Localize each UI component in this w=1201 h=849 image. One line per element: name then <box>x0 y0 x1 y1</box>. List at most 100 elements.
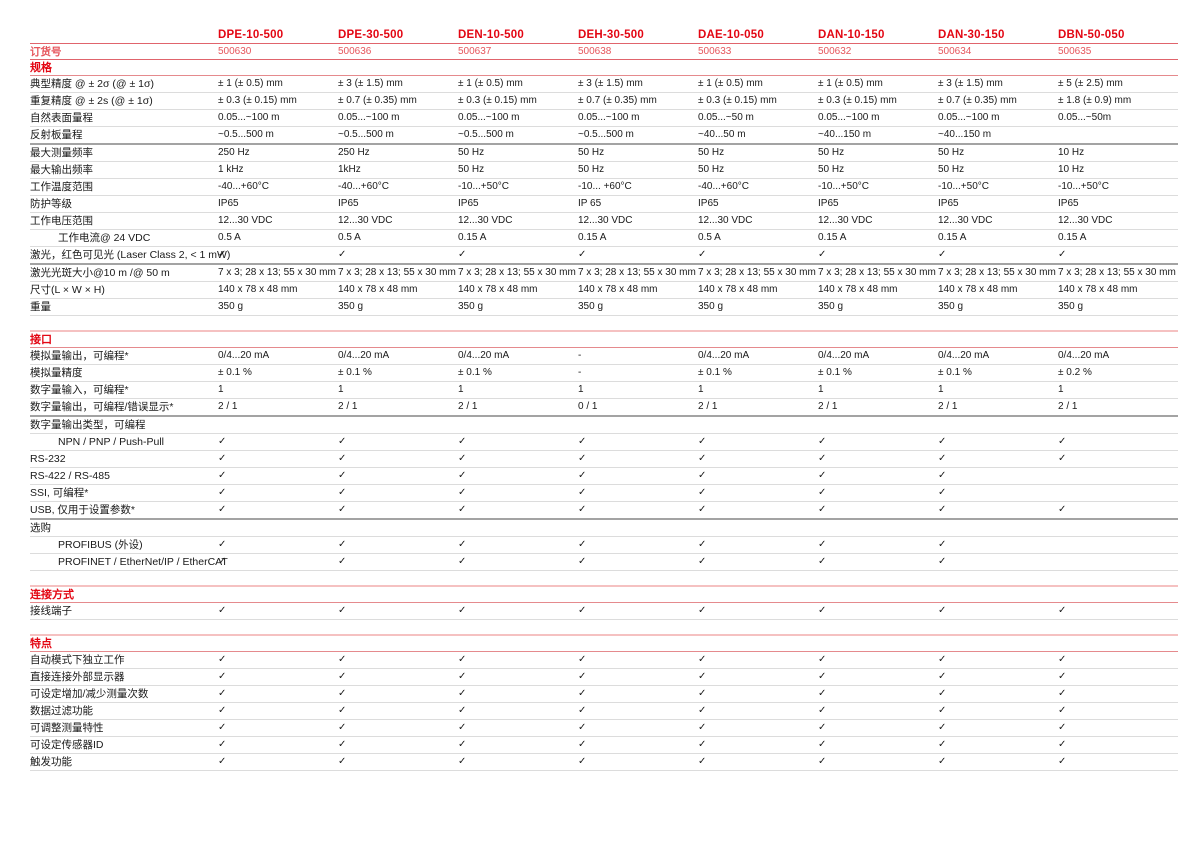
spec-cell: ✓ <box>578 502 698 518</box>
spec-cell: ✓ <box>818 669 938 685</box>
checkmark-icon: ✓ <box>818 487 827 498</box>
checkmark-icon: ✓ <box>338 654 347 665</box>
spec-row: 最大输出频率 1 kHz 1kHz 50 Hz 50 Hz 50 Hz 50 Hz 50 Hz… <box>30 162 1178 179</box>
spec-row: 典型精度 @ ± 2σ (@ ± 1σ) ± 1 (± 0.5) mm ± 3 (±… <box>30 76 1178 93</box>
checkmark-icon: ✓ <box>698 436 707 447</box>
section-title: 连接方式 <box>30 589 74 601</box>
checkmark-icon: ✓ <box>338 722 347 733</box>
checkmark-icon: ✓ <box>938 605 947 616</box>
spec-row: USB, 仅用于设置参数* ✓ ✓ ✓ ✓ ✓ ✓ ✓ ✓ <box>30 502 1178 520</box>
order-number: 500637 <box>458 46 492 57</box>
spec-cell: 140 x 78 x 48 mm <box>698 284 778 295</box>
checkmark-icon: ✓ <box>338 453 347 464</box>
spec-cell: 350 g <box>218 301 244 312</box>
row-label: USB, 仅用于设置参数* <box>30 504 136 516</box>
spec-cell: ✓ <box>938 468 1058 484</box>
spec-cell: - <box>578 367 582 378</box>
spec-cell: ✓ <box>938 703 1058 719</box>
spec-cell: ± 0.1 % <box>338 367 372 378</box>
spec-cell: ✓ <box>938 485 1058 501</box>
spec-cell: 7 x 3; 28 x 13; 55 x 30 mm <box>818 267 936 278</box>
spec-cell: 350 g <box>938 301 964 312</box>
spec-cell: ✓ <box>578 451 698 467</box>
spec-cell: ✓ <box>938 720 1058 736</box>
checkmark-icon: ✓ <box>938 504 947 515</box>
datasheet-page: DPE-10-500 DPE-30-500 DEN-10-500 DEH-30-500… <box>30 28 1178 771</box>
spec-cell: 7 x 3; 28 x 13; 55 x 30 mm <box>1058 267 1176 278</box>
spec-cell: 0/4...20 mA <box>938 350 990 361</box>
spec-cell: ✓ <box>338 554 458 570</box>
spec-cell: 0/4...20 mA <box>458 350 510 361</box>
checkmark-icon: ✓ <box>218 739 227 750</box>
checkmark-icon: ✓ <box>818 504 827 515</box>
spec-cell: ✓ <box>218 737 338 753</box>
spec-cell: 140 x 78 x 48 mm <box>458 284 538 295</box>
checkmark-icon: ✓ <box>338 756 347 767</box>
checkmark-icon: ✓ <box>218 605 227 616</box>
row-label: 防护等级 <box>30 198 72 210</box>
spec-cell: ✓ <box>338 652 458 668</box>
order-number: 500634 <box>938 46 972 57</box>
spec-cell: 50 Hz <box>938 147 965 158</box>
spec-cell: 7 x 3; 28 x 13; 55 x 30 mm <box>458 267 576 278</box>
spec-cell: 50 Hz <box>698 147 725 158</box>
row-label: RS-422 / RS-485 <box>30 470 110 482</box>
spec-cell: ✓ <box>698 686 818 702</box>
order-number-row: 订货号 500630 500636 500637 500638 500633 500632 5… <box>30 44 1178 60</box>
spec-cell: 0.15 A <box>578 232 607 243</box>
checkmark-icon: ✓ <box>578 688 587 699</box>
spec-cell: ✓ <box>938 737 1058 753</box>
spec-cell: ✓ <box>938 451 1058 467</box>
checkmark-icon: ✓ <box>1058 739 1067 750</box>
spec-row: 触发功能 ✓ ✓ ✓ ✓ ✓ ✓ ✓ ✓ <box>30 754 1178 771</box>
spec-cell: 250 Hz <box>218 147 250 158</box>
checkmark-icon: ✓ <box>698 671 707 682</box>
spec-cell: ~0.5...500 m <box>218 129 274 140</box>
spec-cell: 12...30 VDC <box>698 215 753 226</box>
spec-cell: ✓ <box>698 720 818 736</box>
spec-cell: ✓ <box>698 502 818 518</box>
row-label: 工作电流@ 24 VDC <box>58 232 151 244</box>
spec-row: 工作温度范围 -40...+60°C -40...+60°C -10...+50°C -… <box>30 179 1178 196</box>
checkmark-icon: ✓ <box>218 705 227 716</box>
section-title: 特点 <box>30 638 52 650</box>
spec-cell: ± 3 (± 1.5) mm <box>338 78 403 89</box>
spec-cell: 0.15 A <box>818 232 847 243</box>
spec-cell: ✓ <box>458 686 578 702</box>
spec-cell: ✓ <box>218 451 338 467</box>
spec-cell: 2 / 1 <box>938 401 958 412</box>
checkmark-icon: ✓ <box>338 739 347 750</box>
spec-cell: ± 0.3 (± 0.15) mm <box>698 95 777 106</box>
checkmark-icon: ✓ <box>578 539 587 550</box>
checkmark-icon: ✓ <box>458 739 467 750</box>
spec-cell: ✓ <box>938 603 1058 619</box>
spec-cell: ✓ <box>458 754 578 770</box>
checkmark-icon: ✓ <box>218 436 227 447</box>
spec-cell: 350 g <box>338 301 364 312</box>
checkmark-icon: ✓ <box>578 756 587 767</box>
spec-cell: 1 <box>938 384 944 395</box>
row-label: RS-232 <box>30 453 66 465</box>
checkmark-icon: ✓ <box>578 705 587 716</box>
checkmark-icon: ✓ <box>1058 688 1067 699</box>
checkmark-icon: ✓ <box>578 453 587 464</box>
checkmark-icon: ✓ <box>338 539 347 550</box>
column-header: DAE-10-050 <box>698 28 764 41</box>
spec-cell: ✓ <box>938 669 1058 685</box>
spec-row: 可调整测量特性 ✓ ✓ ✓ ✓ ✓ ✓ ✓ ✓ <box>30 720 1178 737</box>
spec-cell: -10...+50°C <box>1058 181 1109 192</box>
spec-cell: 50 Hz <box>458 164 485 175</box>
checkmark-icon: ✓ <box>338 705 347 716</box>
checkmark-icon: ✓ <box>818 249 827 260</box>
checkmark-icon: ✓ <box>338 436 347 447</box>
spec-cell: ± 0.1 % <box>458 367 492 378</box>
spec-cell: ✓ <box>818 703 938 719</box>
checkmark-icon: ✓ <box>818 739 827 750</box>
spec-cell: ✓ <box>578 554 698 570</box>
checkmark-icon: ✓ <box>698 249 707 260</box>
spec-cell: ✓ <box>338 451 458 467</box>
checkmark-icon: ✓ <box>218 671 227 682</box>
spec-row: SSI, 可编程* ✓ ✓ ✓ ✓ ✓ ✓ ✓ <box>30 485 1178 502</box>
section-title-row: 接口 <box>30 330 1178 348</box>
spec-cell: ± 3 (± 1.5) mm <box>938 78 1003 89</box>
